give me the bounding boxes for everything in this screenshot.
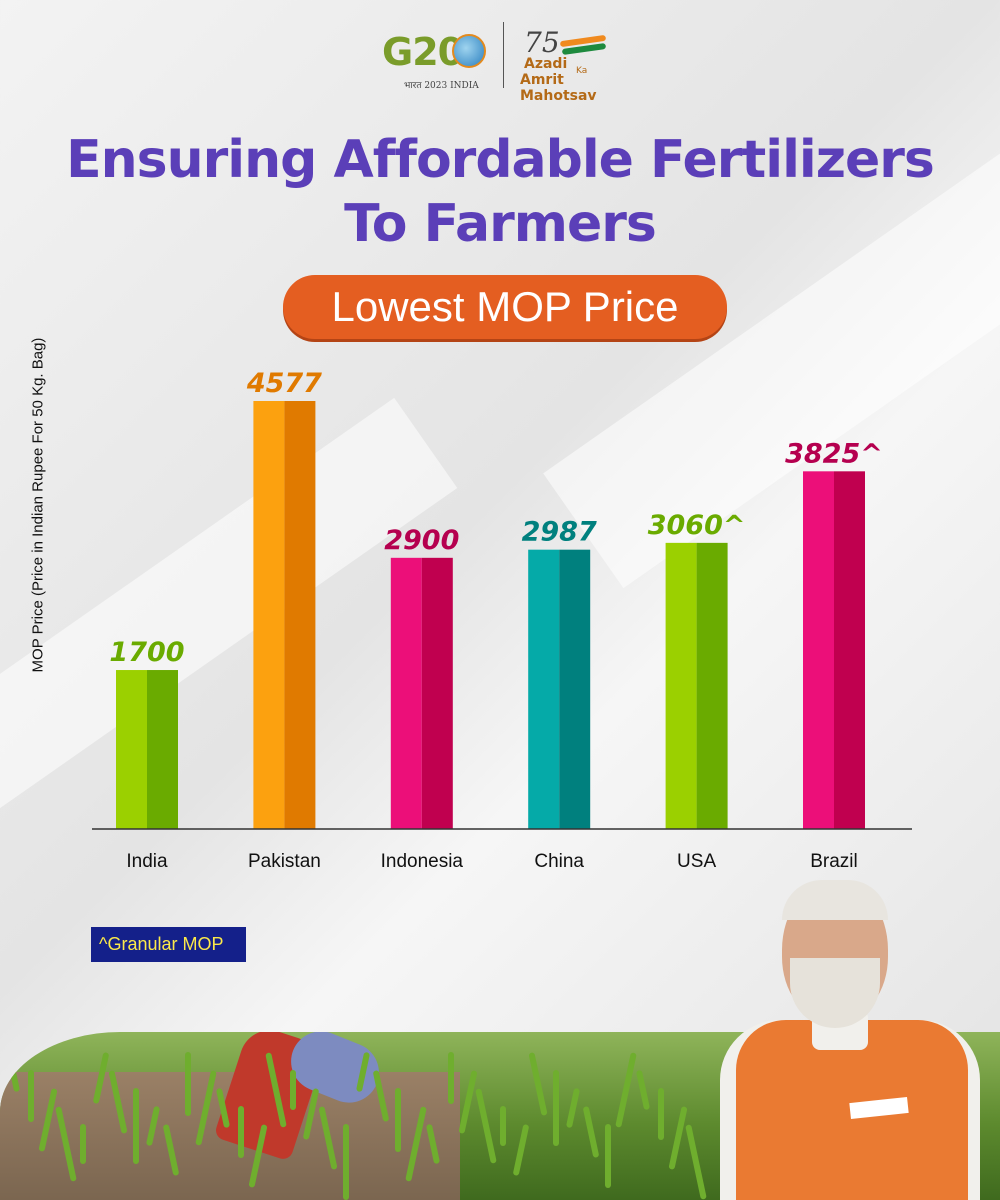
bar-chart: 1700 India 4577 Pakistan 2900 Indonesia 2987 Ch… — [92, 368, 912, 872]
globe-icon — [452, 34, 486, 68]
bar-pakistan-light — [253, 401, 285, 829]
azadi-logo-line2: Amrit Mahotsav — [520, 72, 597, 104]
person-hair — [782, 880, 888, 920]
x-tick-label-india: India — [126, 851, 168, 872]
rice-sprout — [290, 1070, 296, 1110]
x-tick-label-pakistan: Pakistan — [248, 851, 321, 872]
azadi-logo-line1: Azadi — [524, 56, 568, 72]
chart-title-pill: Lowest MOP Price — [283, 275, 727, 339]
bar-brazil — [803, 471, 865, 829]
rice-sprout — [395, 1088, 401, 1152]
rice-sprout — [500, 1106, 506, 1146]
logo-divider — [503, 22, 504, 88]
g20-logo: G20 भारत 2023 INDIA — [380, 28, 500, 98]
rice-sprout — [552, 1070, 559, 1146]
bar-brazil-dark — [834, 471, 865, 829]
bar-india-light — [116, 670, 147, 829]
person-beard — [790, 958, 880, 1028]
rice-sprout — [605, 1124, 611, 1188]
rice-sprout — [458, 1070, 478, 1134]
x-tick-label-indonesia: Indonesia — [381, 851, 464, 872]
labels-group: 1700 India 4577 Pakistan 2900 Indonesia 2987 Ch… — [109, 368, 882, 872]
bar-china — [528, 549, 591, 829]
x-tick-label-china: China — [534, 851, 584, 872]
footnote-granular-mop: ^Granular MOP — [91, 927, 246, 962]
rice-sprout — [132, 1088, 139, 1164]
bar-india-dark — [147, 670, 178, 829]
rice-sprout — [614, 1052, 637, 1128]
bar-usa-light — [665, 542, 697, 829]
data-label-pakistan: 4577 — [246, 368, 322, 399]
header-logos: G20 भारत 2023 INDIA 75 Azadi Ka Amrit Ma… — [0, 22, 1000, 104]
rice-sprout — [565, 1087, 581, 1129]
data-label-brazil: 3825^ — [785, 438, 883, 469]
bar-indonesia — [390, 557, 453, 829]
rice-sprout — [447, 1052, 454, 1104]
azadi-ka-amrit-mahotsav-logo: 75 Azadi Ka Amrit Mahotsav — [518, 26, 638, 104]
data-label-indonesia: 2900 — [384, 525, 459, 556]
bar-indonesia-light — [390, 557, 422, 829]
bar-pakistan-dark — [284, 401, 316, 829]
rice-sprout — [27, 1070, 34, 1122]
x-tick-label-brazil: Brazil — [810, 851, 858, 872]
rice-sprout — [342, 1124, 349, 1200]
rice-sprout — [528, 1052, 548, 1116]
g20-logo-subtext: भारत 2023 INDIA — [404, 81, 479, 91]
page-title-line2: To Farmers — [344, 194, 657, 254]
bar-china-dark — [559, 549, 591, 829]
data-label-china: 2987 — [522, 517, 597, 548]
bars-group — [116, 401, 865, 829]
bar-pakistan — [253, 401, 316, 829]
page-title: Ensuring Affordable Fertilizers To Farme… — [0, 128, 1000, 256]
rice-sprout — [474, 1088, 497, 1164]
x-tick-label-usa: USA — [677, 851, 716, 872]
rice-sprout — [582, 1105, 599, 1159]
rice-sprout — [635, 1069, 651, 1111]
data-label-usa: 3060^ — [648, 510, 746, 541]
azadi-logo-number: 75 — [524, 26, 560, 59]
page-title-line1: Ensuring Affordable Fertilizers — [66, 130, 935, 190]
rice-sprout — [80, 1124, 86, 1164]
rice-sprout — [657, 1088, 664, 1140]
bar-usa-dark — [696, 542, 728, 829]
bar-brazil-light — [803, 471, 834, 829]
bar-china-light — [528, 549, 560, 829]
rice-sprout — [512, 1123, 529, 1177]
bar-india — [116, 670, 178, 829]
person-photo — [700, 880, 1000, 1200]
azadi-logo-ka: Ka — [576, 66, 588, 76]
rice-sprout — [185, 1052, 191, 1116]
bar-usa — [665, 542, 728, 829]
rice-sprout — [237, 1106, 244, 1158]
g20-logo-text: G20 — [382, 30, 464, 74]
data-label-india: 1700 — [109, 637, 184, 668]
bar-indonesia-dark — [421, 557, 453, 829]
rice-sprout — [668, 1106, 688, 1170]
chart-title: Lowest MOP Price — [331, 283, 679, 330]
